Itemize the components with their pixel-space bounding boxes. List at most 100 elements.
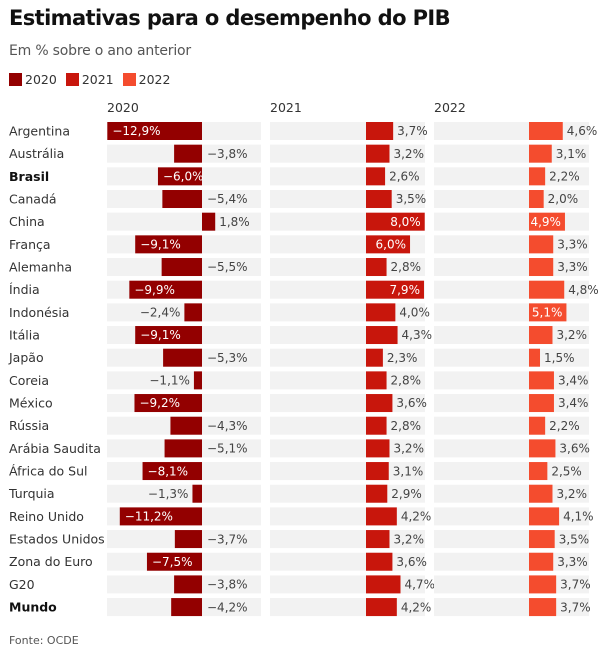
bar bbox=[202, 212, 216, 231]
data-label: 1,8% bbox=[219, 215, 250, 229]
bar-track bbox=[270, 575, 425, 594]
row-label: Turquia bbox=[8, 486, 55, 501]
data-label: 4,2% bbox=[401, 600, 432, 614]
data-label: 2,8% bbox=[391, 260, 422, 274]
row-label: G20 bbox=[9, 577, 35, 592]
bar-track bbox=[434, 190, 589, 209]
data-label: 3,6% bbox=[559, 442, 590, 456]
bar bbox=[192, 484, 202, 503]
data-label: −1,1% bbox=[149, 374, 190, 388]
bar bbox=[366, 303, 396, 322]
data-label: −7,5% bbox=[152, 555, 193, 569]
data-label: 4,1% bbox=[563, 510, 594, 524]
bar-track bbox=[434, 212, 589, 231]
source-note: Fonte: OCDE bbox=[9, 634, 79, 647]
data-label: −5,4% bbox=[207, 192, 248, 206]
bar bbox=[529, 326, 553, 345]
bar-track bbox=[434, 122, 589, 140]
bar-track bbox=[107, 303, 261, 322]
bar bbox=[366, 507, 397, 526]
data-label: −9,2% bbox=[139, 396, 180, 410]
data-label: 4,9% bbox=[530, 215, 561, 229]
data-label: 5,1% bbox=[532, 306, 563, 320]
bar bbox=[366, 122, 394, 140]
data-label: −3,8% bbox=[207, 147, 248, 161]
row-label: Zona do Euro bbox=[9, 554, 93, 569]
row-label: Mundo bbox=[9, 600, 57, 615]
bar-track bbox=[434, 416, 589, 435]
bar bbox=[142, 462, 202, 481]
data-label: −3,8% bbox=[207, 578, 248, 592]
data-label: 3,2% bbox=[393, 532, 424, 546]
data-label: 3,1% bbox=[393, 464, 424, 478]
bar bbox=[529, 507, 560, 526]
row-label: Arábia Saudita bbox=[9, 441, 101, 456]
legend-swatch-2022 bbox=[122, 73, 136, 86]
panel-title-2020: 2020 bbox=[107, 100, 139, 115]
bar bbox=[529, 439, 556, 458]
row-label: Argentina bbox=[9, 124, 70, 139]
bar bbox=[529, 212, 565, 231]
data-label: −4,3% bbox=[207, 419, 248, 433]
bar bbox=[193, 371, 202, 390]
data-label: 3,6% bbox=[396, 555, 427, 569]
bar bbox=[135, 235, 202, 254]
data-label: 8,0% bbox=[390, 215, 421, 229]
legend-swatch-2021 bbox=[65, 73, 79, 86]
bar-track bbox=[434, 348, 589, 367]
bar bbox=[529, 303, 567, 322]
bar bbox=[529, 167, 546, 186]
row-label: Indonésia bbox=[9, 305, 69, 320]
data-label: 1,5% bbox=[544, 351, 575, 365]
bar bbox=[529, 394, 554, 413]
data-label: 3,3% bbox=[557, 555, 588, 569]
bar bbox=[163, 348, 202, 367]
row-label: África do Sul bbox=[9, 464, 88, 479]
data-label: 2,3% bbox=[387, 351, 418, 365]
data-label: 3,7% bbox=[560, 578, 591, 592]
data-label: 7,9% bbox=[389, 283, 420, 297]
data-label: −9,9% bbox=[134, 283, 175, 297]
bar bbox=[161, 258, 202, 277]
row-label: Japão bbox=[8, 350, 44, 365]
data-label: 4,2% bbox=[401, 510, 432, 524]
bar bbox=[174, 144, 202, 163]
data-label: 2,8% bbox=[391, 374, 422, 388]
data-label: 3,2% bbox=[556, 328, 587, 342]
bar bbox=[529, 484, 553, 503]
data-label: 3,7% bbox=[397, 124, 428, 138]
data-label: 3,3% bbox=[557, 238, 588, 252]
row-label: Estados Unidos bbox=[9, 532, 105, 547]
data-label: 3,2% bbox=[393, 147, 424, 161]
row-label: Índia bbox=[9, 282, 40, 297]
legend-label-2021: 2021 bbox=[81, 72, 114, 87]
bar bbox=[107, 122, 202, 140]
bar bbox=[171, 598, 202, 617]
data-label: 3,4% bbox=[558, 396, 589, 410]
data-label: 4,3% bbox=[402, 328, 433, 342]
data-label: −2,4% bbox=[140, 306, 181, 320]
bar bbox=[366, 462, 389, 481]
bar bbox=[366, 552, 393, 571]
bar bbox=[529, 122, 563, 140]
bar bbox=[135, 326, 202, 345]
data-label: −5,5% bbox=[207, 260, 248, 274]
bar bbox=[529, 598, 557, 617]
bar bbox=[529, 190, 544, 209]
bar bbox=[529, 280, 565, 299]
bar-track bbox=[270, 348, 425, 367]
bar-track bbox=[434, 462, 589, 481]
row-label: França bbox=[9, 237, 51, 252]
row-label: Reino Unido bbox=[9, 509, 84, 524]
bar bbox=[529, 575, 557, 594]
legend-item-2021: 2021 bbox=[65, 72, 114, 87]
panel-title-2022: 2022 bbox=[434, 100, 466, 115]
bar bbox=[529, 462, 548, 481]
data-label: −4,2% bbox=[207, 600, 248, 614]
data-label: 3,7% bbox=[560, 600, 591, 614]
row-label: Itália bbox=[9, 328, 40, 343]
bar-track bbox=[107, 212, 261, 231]
bar bbox=[529, 416, 546, 435]
data-label: 4,7% bbox=[404, 578, 435, 592]
